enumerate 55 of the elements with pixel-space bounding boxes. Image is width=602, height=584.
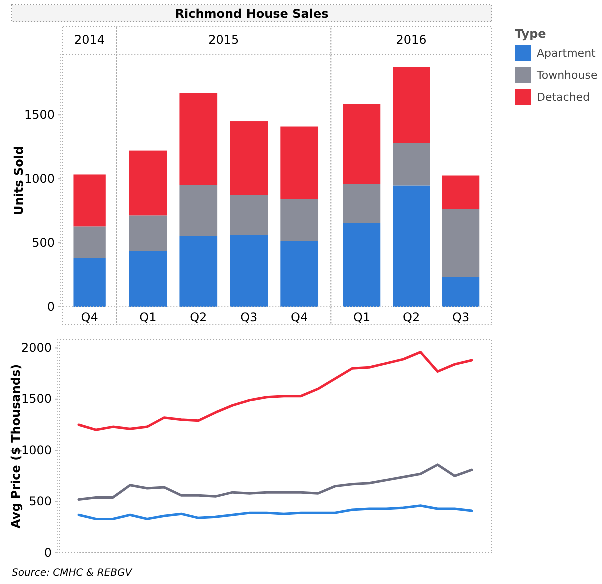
y-tick-label: 0 [44,546,52,560]
legend-label: Townhouse [536,69,598,82]
y-tick-label: 1000 [21,443,52,458]
bar [230,235,268,307]
y-tick-label: 1500 [24,108,55,122]
y-tick-label: 0 [47,300,55,314]
x-tick-label: Q3 [452,310,470,325]
chart-subtitle: 2015 [208,33,240,47]
legend-label: Detached [537,91,590,104]
y-tick-label: 500 [29,494,52,509]
line-series [78,351,474,432]
bar [280,241,319,307]
y-axis-title: Avg Price ($ Thousands) [9,364,23,529]
line-series [78,504,474,520]
x-tick-label: Q1 [140,310,157,325]
chart-subtitle: 2016 [396,33,427,47]
bar [344,184,381,224]
x-tick-label: Q4 [81,310,98,325]
bar [180,185,218,236]
bar [280,199,319,242]
bar [129,150,168,216]
bar [442,209,480,278]
bar [74,174,106,227]
x-tick-label: Q4 [291,310,308,325]
bar [180,236,218,307]
bar [230,122,268,196]
bar [442,176,480,210]
x-tick-label: Q3 [240,310,258,325]
x-tick-label: Q2 [403,310,420,325]
y-tick-label: 1500 [21,392,52,406]
y-tick-label: 1000 [24,172,55,186]
source-note: Source: CMHC & REBGV [12,568,134,579]
x-tick-label: Q2 [190,310,208,325]
bar [180,94,218,186]
bar [442,277,480,307]
bar [129,216,168,252]
bar [393,186,430,307]
y-tick-label: 2000 [21,341,52,356]
legend-title: Type [515,27,546,41]
bar [344,104,381,184]
bar [230,195,268,236]
bar [129,251,168,307]
bar [393,143,430,186]
bar [74,258,106,307]
y-axis-title: Units Sold [12,146,26,216]
bar [280,126,319,200]
bar [344,223,381,307]
text: Richmond House Sales [175,7,329,21]
line-series [78,464,474,501]
y-tick-label: 500 [32,236,55,250]
chart-subtitle: 2014 [74,33,106,47]
legend-label: Apartment [537,47,597,60]
bar [74,226,106,258]
x-tick-label: Q1 [354,310,371,325]
bar [393,67,430,144]
